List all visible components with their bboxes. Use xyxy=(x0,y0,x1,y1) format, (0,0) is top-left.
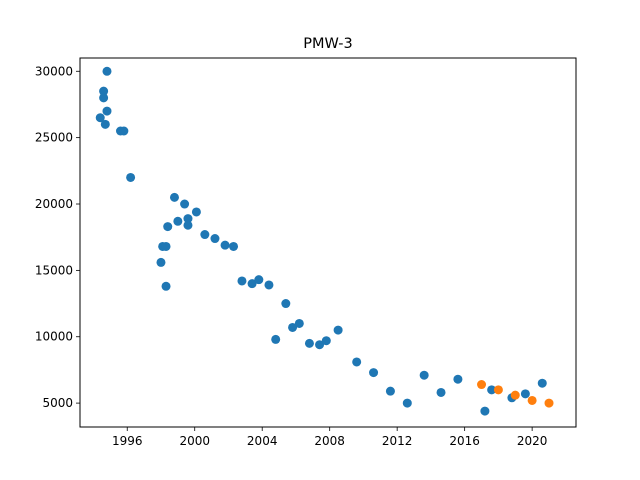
data-point-series-1 xyxy=(220,240,230,250)
data-point-series-2 xyxy=(493,385,503,395)
data-point-series-1 xyxy=(180,199,190,209)
data-point-series-1 xyxy=(537,378,547,388)
data-point-series-1 xyxy=(271,334,281,344)
data-point-series-2 xyxy=(544,398,554,408)
data-point-series-1 xyxy=(119,126,129,136)
data-point-series-1 xyxy=(169,192,179,202)
data-point-series-2 xyxy=(527,395,537,405)
x-tick-label: 2020 xyxy=(517,434,548,448)
data-point-series-1 xyxy=(385,386,395,396)
data-point-series-1 xyxy=(264,280,274,290)
y-axis: 5000 10000 15000 20000 25000 30000 xyxy=(35,64,80,410)
data-point-series-1 xyxy=(436,387,446,397)
data-point-series-1 xyxy=(156,257,166,267)
data-point-series-1 xyxy=(99,86,109,96)
data-point-series-1 xyxy=(315,340,325,350)
y-tick-label: 20000 xyxy=(35,197,73,211)
y-tick-label: 15000 xyxy=(35,263,73,277)
y-tick-label: 5000 xyxy=(42,396,73,410)
data-point-series-1 xyxy=(200,230,210,240)
data-point-series-1 xyxy=(419,370,429,380)
data-point-series-1 xyxy=(369,368,379,378)
data-point-series-1 xyxy=(102,106,112,116)
data-point-series-1 xyxy=(173,216,183,226)
data-point-series-1 xyxy=(183,214,193,224)
plot-area-frame xyxy=(79,57,577,428)
data-point-series-1 xyxy=(281,299,291,309)
data-points xyxy=(95,66,554,416)
x-tick-label: 1996 xyxy=(112,434,143,448)
data-point-series-1 xyxy=(95,113,105,123)
y-tick-label: 10000 xyxy=(35,330,73,344)
data-point-series-1 xyxy=(161,281,171,291)
data-point-series-1 xyxy=(126,172,136,182)
x-tick-label: 2016 xyxy=(449,434,480,448)
data-point-series-1 xyxy=(480,406,490,416)
data-point-series-1 xyxy=(321,336,331,346)
data-point-series-1 xyxy=(161,241,171,251)
data-point-series-1 xyxy=(352,357,362,367)
data-point-series-1 xyxy=(102,66,112,76)
data-point-series-1 xyxy=(229,241,239,251)
data-point-series-1 xyxy=(402,398,412,408)
x-axis: 1996 2000 2004 2008 2012 2016 2020 xyxy=(112,427,547,448)
data-point-series-1 xyxy=(288,322,298,332)
data-point-series-1 xyxy=(210,234,220,244)
data-point-series-1 xyxy=(520,389,530,399)
data-point-series-1 xyxy=(453,374,463,384)
data-point-series-1 xyxy=(304,338,314,348)
data-point-series-1 xyxy=(183,220,193,230)
data-point-series-1 xyxy=(191,207,201,217)
x-tick-label: 2012 xyxy=(382,434,413,448)
data-point-series-1 xyxy=(163,222,173,232)
x-tick-label: 2008 xyxy=(314,434,345,448)
y-tick-label: 25000 xyxy=(35,131,73,145)
y-tick-label: 30000 xyxy=(35,64,73,78)
x-tick-label: 2004 xyxy=(247,434,278,448)
data-point-series-2 xyxy=(510,390,520,400)
data-point-series-1 xyxy=(247,279,257,289)
data-point-series-1 xyxy=(99,93,109,103)
data-point-series-1 xyxy=(237,276,247,286)
data-point-series-1 xyxy=(294,318,304,328)
data-point-series-2 xyxy=(477,380,487,390)
chart-title: PMW-3 xyxy=(303,36,352,52)
data-point-series-1 xyxy=(254,275,264,285)
data-point-series-1 xyxy=(100,119,110,129)
data-point-series-1 xyxy=(333,325,343,335)
x-tick-label: 2000 xyxy=(179,434,210,448)
data-point-series-1 xyxy=(487,385,497,395)
